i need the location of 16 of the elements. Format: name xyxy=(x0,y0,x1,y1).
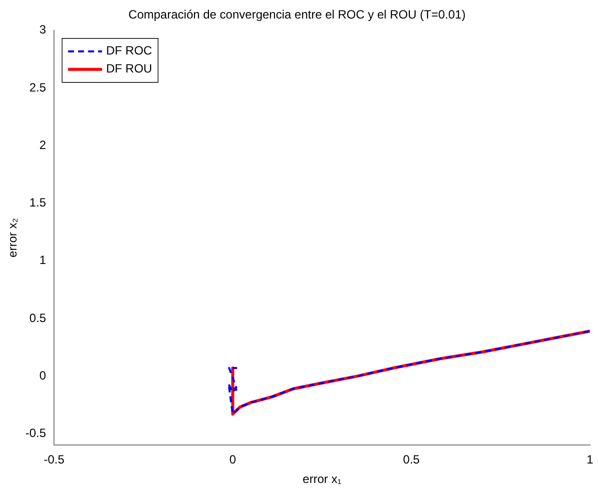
x-axis-title: error x₁ xyxy=(302,472,342,486)
y-tick-label: 1.5 xyxy=(29,196,46,210)
y-tick-label: 1 xyxy=(39,253,46,268)
y-tick-label: 3 xyxy=(39,22,46,37)
y-tick-label: 0 xyxy=(39,368,46,382)
y-tick-label: -0.5 xyxy=(25,426,46,440)
y-tick-label: 2 xyxy=(39,138,46,152)
legend-label: DF ROU xyxy=(106,62,152,76)
x-tick-label: 0 xyxy=(229,452,236,467)
y-tick-label: 2.5 xyxy=(29,80,46,94)
y-tick-label: 0.5 xyxy=(29,310,46,325)
legend-label: DF ROC xyxy=(106,44,152,58)
chart-title: Comparación de convergencia entre el ROC y el ROU (T=0.01) xyxy=(128,8,466,22)
y-axis-title: error x₂ xyxy=(6,218,20,258)
x-tick-label: 0.5 xyxy=(403,452,420,467)
x-tick-label: 1 xyxy=(586,452,594,467)
